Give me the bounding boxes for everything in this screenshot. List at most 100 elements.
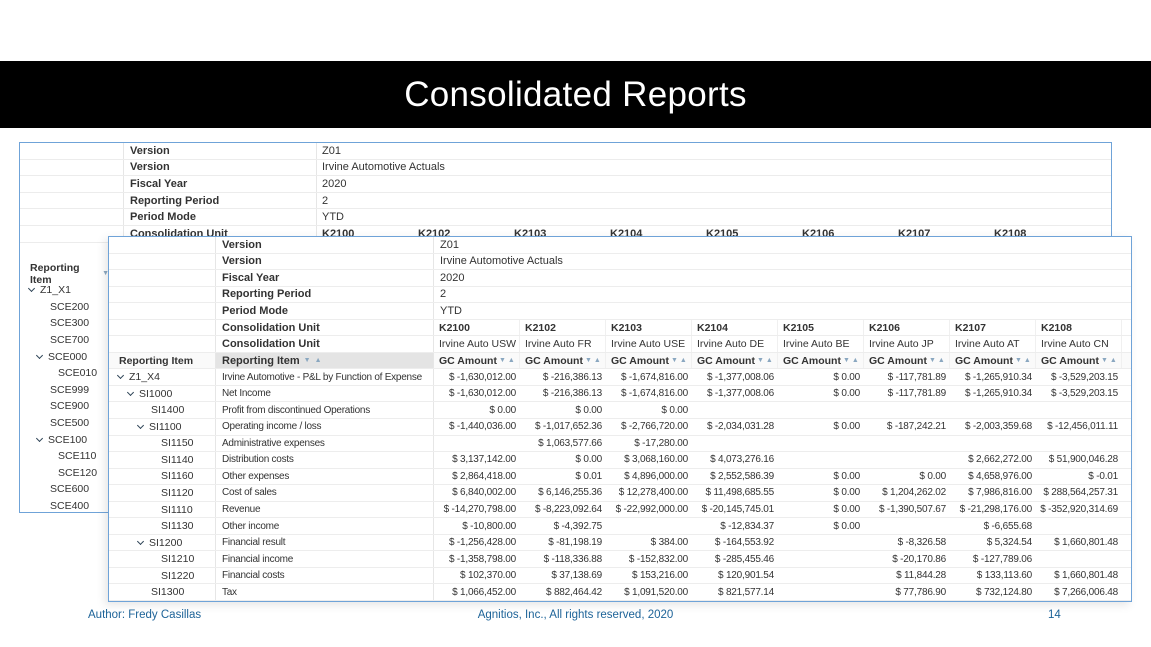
- item-code: SCE400: [50, 500, 90, 513]
- page-title: Consolidated Reports: [404, 74, 747, 114]
- tree-item-SCE110[interactable]: SCE110: [20, 448, 109, 465]
- reporting-item-description: Net Income: [216, 385, 434, 402]
- tree-item-SCE010[interactable]: SCE010: [20, 365, 109, 382]
- sort-icon[interactable]: ▲: [1109, 357, 1117, 365]
- tree-item-SCE120[interactable]: SCE120: [20, 465, 109, 482]
- consolidation-unit-name: Irvine Auto USE: [606, 336, 692, 352]
- item-code: SI1220: [161, 569, 195, 582]
- column-header-gc-amount[interactable]: GC Amount ▼ ▲: [950, 352, 1036, 369]
- gc-amount-cell: $ 882,464.42: [546, 586, 602, 598]
- report-row[interactable]: SI1150 Administrative expenses $ 1,063,577…: [109, 435, 1131, 453]
- filter-icon[interactable]: ▼: [928, 357, 936, 365]
- sort-icon[interactable]: ▲: [507, 357, 515, 365]
- tree-column-header[interactable]: Reporting Item ▼: [20, 262, 109, 286]
- report-row[interactable]: SI1120 Cost of sales $ 6,840,002.00 $ 6,146…: [109, 485, 1131, 502]
- report-row[interactable]: SI1220 Financial costs $ 102,370.00 $ 37,13…: [109, 567, 1131, 585]
- parameter-label: Version: [124, 159, 317, 176]
- chevron-down-icon[interactable]: [136, 537, 145, 545]
- gc-amount-cell: [1036, 436, 1122, 452]
- chevron-down-icon[interactable]: [35, 434, 44, 442]
- report-row[interactable]: SI1160 Other expenses $ 2,864,418.00 $ 0.01…: [109, 468, 1131, 486]
- filter-icon[interactable]: ▼: [842, 357, 850, 365]
- parameter-value: Z01: [322, 144, 341, 157]
- column-header-gc-amount[interactable]: GC Amount ▼ ▲: [1036, 352, 1122, 369]
- tree-item-Z1_X1[interactable]: Z1_X1: [20, 282, 109, 299]
- gc-amount-cell: $ 4,658,976.00: [968, 470, 1032, 482]
- report-row[interactable]: SI1140 Distribution costs $ 3,137,142.00 $ …: [109, 452, 1131, 469]
- report-row[interactable]: SI1130 Other income $ -10,800.00 $ -4,392.7…: [109, 518, 1131, 535]
- report-row[interactable]: SI1210 Financial income $ -1,358,798.00 $ -…: [109, 551, 1131, 568]
- parameter-label: Version: [124, 143, 317, 159]
- tree-item-SCE400[interactable]: SCE400: [20, 498, 109, 513]
- gc-amount-cell: $ -1,440,036.00: [448, 421, 516, 433]
- gc-amount-cell: $ -1,377,008.06: [706, 371, 774, 383]
- sort-icon[interactable]: ▲: [679, 357, 687, 365]
- tree-item-SCE700[interactable]: SCE700: [20, 332, 109, 349]
- filter-icon[interactable]: ▼: [584, 357, 592, 365]
- tree-item-SCE900[interactable]: SCE900: [20, 398, 109, 415]
- gc-amount-cell: $ -187,242.21: [886, 421, 946, 433]
- chevron-down-icon[interactable]: [126, 388, 135, 396]
- gc-amount-cell: $ 0.00: [489, 404, 516, 416]
- sort-icon[interactable]: ▲: [851, 357, 859, 365]
- sort-icon[interactable]: ▲: [765, 357, 773, 365]
- report-row[interactable]: Z1_X4 Irvine Automotive - P&L by Function…: [109, 369, 1131, 386]
- sort-icon[interactable]: ▲: [314, 357, 322, 365]
- consolidation-unit-code: K2106: [864, 319, 950, 336]
- sort-icon[interactable]: ▲: [1023, 357, 1031, 365]
- sort-icon[interactable]: ▲: [937, 357, 945, 365]
- tree-item-SCE100[interactable]: SCE100: [20, 431, 109, 448]
- filter-icon[interactable]: ▼: [102, 270, 109, 277]
- tree-item-SCE200[interactable]: SCE200: [20, 299, 109, 316]
- item-code: SI1210: [161, 553, 195, 566]
- column-header-gc-amount[interactable]: GC Amount ▼ ▲: [864, 352, 950, 369]
- item-code: SI1300: [151, 586, 185, 599]
- report-row[interactable]: SI1110 Revenue $ -14,270,798.00 $ -8,223,09…: [109, 501, 1131, 519]
- column-header-gc-amount[interactable]: GC Amount ▼ ▲: [520, 352, 606, 369]
- gc-amount-cell: [434, 436, 520, 452]
- consolidation-unit-name: Irvine Auto FR: [520, 336, 606, 352]
- column-header-gc-amount[interactable]: GC Amount ▼ ▲: [778, 352, 864, 369]
- tree-item-SCE999[interactable]: SCE999: [20, 382, 109, 399]
- consolidation-unit-code: K2105: [778, 319, 864, 336]
- chevron-down-icon[interactable]: [136, 421, 145, 429]
- tree-item-SCE500[interactable]: SCE500: [20, 415, 109, 432]
- reporting-item-cell: SI1400: [109, 402, 216, 419]
- column-header-gc-amount[interactable]: GC Amount ▼ ▲: [692, 352, 778, 369]
- gc-amount-cell: $ -14,270,798.00: [443, 504, 517, 516]
- chevron-down-icon[interactable]: [35, 351, 44, 359]
- column-header-gc-amount[interactable]: GC Amount ▼ ▲: [606, 352, 692, 369]
- filter-icon[interactable]: ▼: [1014, 357, 1022, 365]
- gc-amount-cell: $ 4,073,276.16: [710, 454, 774, 466]
- filter-icon[interactable]: ▼: [303, 357, 311, 365]
- column-header-reporting-item[interactable]: Reporting Item: [109, 352, 216, 369]
- report-row[interactable]: SI1400 Profit from discontinued Operation…: [109, 402, 1131, 420]
- report-row[interactable]: SI1000 Net Income $ -1,630,012.00 $ -216,38…: [109, 385, 1131, 403]
- reporting-item-description: Financial costs: [216, 567, 434, 584]
- tree-item-SCE600[interactable]: SCE600: [20, 481, 109, 498]
- tree-item-SCE300[interactable]: SCE300: [20, 315, 109, 332]
- gc-amount-cell: $ -17,280.00: [634, 437, 688, 449]
- filter-icon[interactable]: ▼: [670, 357, 678, 365]
- chevron-down-icon[interactable]: [116, 372, 125, 380]
- gc-amount-cell: $ -2,003,359.68: [964, 421, 1032, 433]
- reporting-item-description: Financial income: [216, 551, 434, 567]
- gc-amount-cell: $ -20,170.86: [892, 553, 946, 565]
- report-row[interactable]: SI1200 Financial result $ -1,256,428.00 $ -…: [109, 534, 1131, 552]
- filter-icon[interactable]: ▼: [1100, 357, 1108, 365]
- report-row[interactable]: SI1100 Operating income / loss $ -1,440,03…: [109, 419, 1131, 436]
- sort-icon[interactable]: ▲: [593, 357, 601, 365]
- column-header-gc-amount[interactable]: GC Amount ▼ ▲: [434, 352, 520, 369]
- chevron-down-icon[interactable]: [27, 285, 36, 293]
- filter-icon[interactable]: ▼: [756, 357, 764, 365]
- gc-amount-cell: $ -4,392.75: [553, 520, 603, 532]
- reporting-item-cell: SI1210: [109, 551, 216, 567]
- reporting-item-cell: SI1130: [109, 518, 216, 534]
- column-header-reporting-item-description[interactable]: Reporting Item ▼ ▲: [216, 352, 434, 369]
- gc-amount-cell: $ -3,529,203.15: [1050, 388, 1118, 400]
- tree-item-SCE000[interactable]: SCE000: [20, 348, 109, 365]
- gc-amount-cell: $ -1,017,652.36: [534, 421, 602, 433]
- filter-icon[interactable]: ▼: [498, 357, 506, 365]
- gc-amount-cell: $ -352,920,314.69: [1040, 504, 1118, 516]
- report-row[interactable]: SI1300 Tax $ 1,066,452.00 $ 882,464.42 $ 1,0…: [109, 584, 1131, 601]
